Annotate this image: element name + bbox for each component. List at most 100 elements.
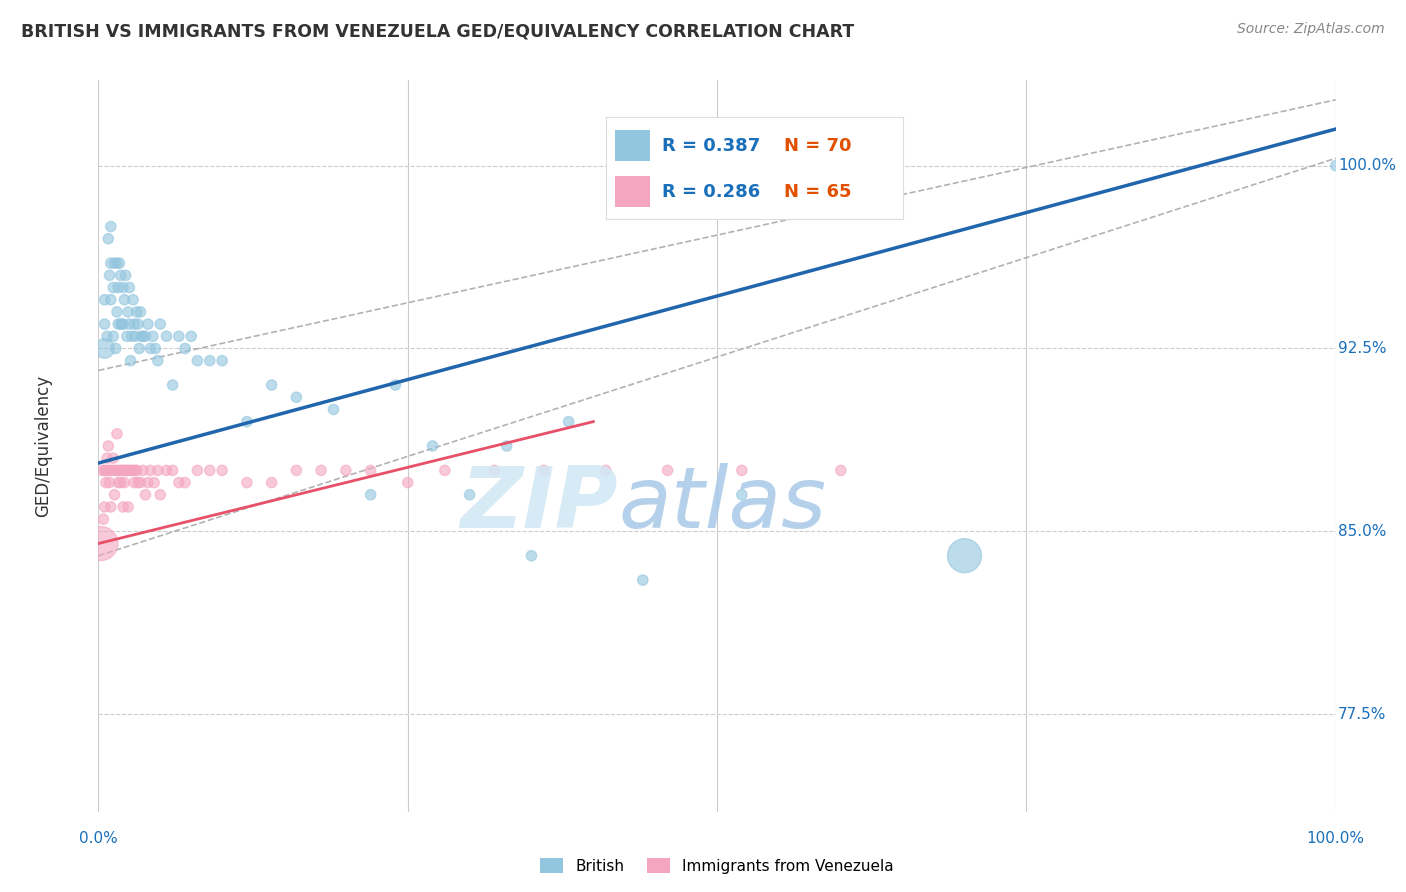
Point [100,293,122,307]
Point [117,500,139,514]
Point [100,256,122,270]
Point [93,293,115,307]
Point [155,329,177,343]
Point [122,463,145,477]
Text: ZIP: ZIP [460,463,619,546]
Point [115,463,138,477]
Point [198,353,221,368]
Point [118,317,141,331]
Point [105,256,128,270]
Point [97,439,120,453]
Point [103,451,125,466]
Point [114,463,136,477]
Point [94,475,117,490]
Text: 77.5%: 77.5% [1339,706,1386,722]
Point [112,475,135,490]
Text: 100.0%: 100.0% [1339,158,1396,173]
Point [124,329,146,343]
Point [132,463,155,477]
Text: BRITISH VS IMMIGRANTS FROM VENEZUELA GED/EQUIVALENCY CORRELATION CHART: BRITISH VS IMMIGRANTS FROM VENEZUELA GED… [21,22,855,40]
Point [122,293,145,307]
Point [167,329,190,343]
Point [335,463,357,477]
Point [953,549,976,563]
Point [108,256,131,270]
Point [93,512,115,526]
Point [107,317,129,331]
Point [98,268,121,283]
Point [105,426,128,441]
FancyBboxPatch shape [614,177,650,207]
Point [103,256,125,270]
Point [136,475,159,490]
Point [1324,159,1347,173]
Point [103,488,125,502]
Point [93,500,115,514]
Point [285,463,308,477]
Point [112,317,135,331]
Point [149,317,172,331]
Point [309,463,332,477]
Point [186,463,208,477]
Point [422,439,444,453]
Point [112,463,135,477]
Text: atlas: atlas [619,463,827,546]
Point [124,317,146,331]
Text: GED/Equivalency: GED/Equivalency [34,375,52,517]
Point [104,342,127,356]
Point [100,219,122,234]
Point [211,353,233,368]
Point [396,475,419,490]
Point [91,463,114,477]
Point [495,439,517,453]
Text: R = 0.286: R = 0.286 [662,183,761,201]
Point [595,463,617,477]
Point [155,463,177,477]
Point [149,488,172,502]
Point [360,488,382,502]
Text: 92.5%: 92.5% [1339,341,1386,356]
Point [657,463,679,477]
Point [167,475,190,490]
Point [114,268,136,283]
Point [110,317,132,331]
Point [139,342,162,356]
Text: Source: ZipAtlas.com: Source: ZipAtlas.com [1237,22,1385,37]
Point [118,463,141,477]
Point [260,378,283,392]
Point [285,390,308,404]
Point [198,463,221,477]
Point [103,329,125,343]
Point [260,475,283,490]
Point [120,353,142,368]
Point [731,463,754,477]
Point [105,463,128,477]
Point [121,329,143,343]
Point [111,463,134,477]
Point [104,463,127,477]
Point [322,402,344,417]
Point [146,463,169,477]
Point [105,305,128,319]
Point [180,329,202,343]
Point [125,305,148,319]
Point [127,475,149,490]
Point [211,463,233,477]
Point [110,268,132,283]
Text: N = 70: N = 70 [785,136,852,154]
Point [458,488,481,502]
Point [128,342,150,356]
Point [117,305,139,319]
Point [631,573,654,587]
Point [107,280,129,294]
Point [98,475,121,490]
Point [96,329,118,343]
Point [143,475,166,490]
Point [108,463,131,477]
Point [186,353,208,368]
Point [103,280,125,294]
Point [107,475,129,490]
Text: R = 0.387: R = 0.387 [662,136,761,154]
Text: 0.0%: 0.0% [79,831,118,847]
Point [143,342,166,356]
